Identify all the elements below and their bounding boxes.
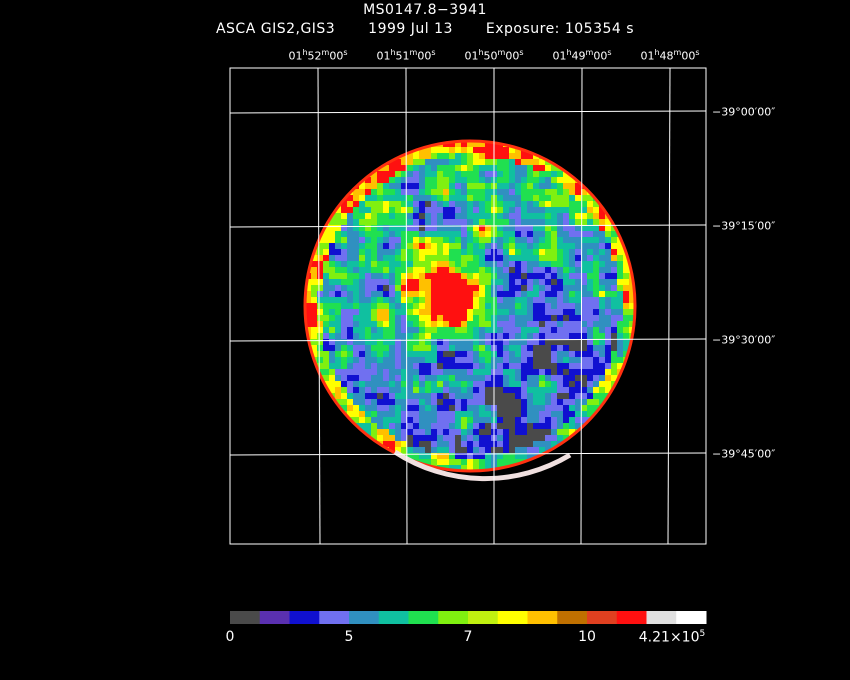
- colorbar-label: 7: [463, 629, 473, 645]
- coordinate-grid: [229, 67, 707, 545]
- colorbar-swatch: [527, 611, 558, 624]
- colorbar-swatch: [259, 611, 290, 624]
- xray-intensity-map: [305, 141, 635, 471]
- ra-tick-label: 01h52m00s: [288, 48, 348, 63]
- colorbar-label: 10: [578, 629, 596, 645]
- colorbar-max-label: 4.21×105: [638, 629, 706, 646]
- ra-tick-label: 01h49m00s: [552, 48, 612, 63]
- colorbar-label: 5: [344, 629, 354, 645]
- colorbar-swatch: [438, 611, 469, 624]
- date-label: 1999 Jul 13: [368, 21, 453, 37]
- colorbar-swatch: [676, 611, 707, 624]
- ra-tick-label: 01h48m00s: [640, 48, 700, 63]
- dec-tick-label: −39°00′00″: [712, 105, 776, 119]
- ra-tick-label: 01h51m00s: [376, 48, 436, 63]
- dec-tick-label: −39°30′00″: [712, 333, 776, 347]
- plot-frame: [229, 67, 707, 545]
- dec-tick-label: −39°45′00″: [712, 447, 776, 461]
- colorbar-swatch: [230, 611, 261, 624]
- ra-tick-label: 01h50m00s: [464, 48, 524, 63]
- exposure-label: Exposure: 105354 s: [485, 21, 635, 37]
- object-name: MS0147.8−3941: [363, 2, 487, 18]
- dec-tick-label: −39°15′00″: [712, 219, 776, 233]
- instrument-label: ASCA GIS2,GIS3: [215, 21, 336, 37]
- observation-info: ASCA GIS2,GIS3 1999 Jul 13 Exposure: 105…: [0, 21, 850, 37]
- colorbar-swatch: [408, 611, 439, 624]
- colorbar-swatch: [497, 611, 528, 624]
- colorbar-swatch: [557, 611, 588, 624]
- colorbar-swatch: [378, 611, 409, 624]
- detector-edge: [303, 139, 637, 473]
- colorbar-swatch: [646, 611, 677, 624]
- colorbar-swatch: [349, 611, 380, 624]
- colorbar: [230, 611, 707, 624]
- colorbar-swatch: [587, 611, 618, 624]
- colorbar-label: 0: [225, 629, 235, 645]
- colorbar-swatch: [319, 611, 350, 624]
- detector-rim-bottom: [393, 449, 572, 482]
- colorbar-swatch: [289, 611, 320, 624]
- colorbar-swatch: [616, 611, 647, 624]
- colorbar-swatch: [468, 611, 499, 624]
